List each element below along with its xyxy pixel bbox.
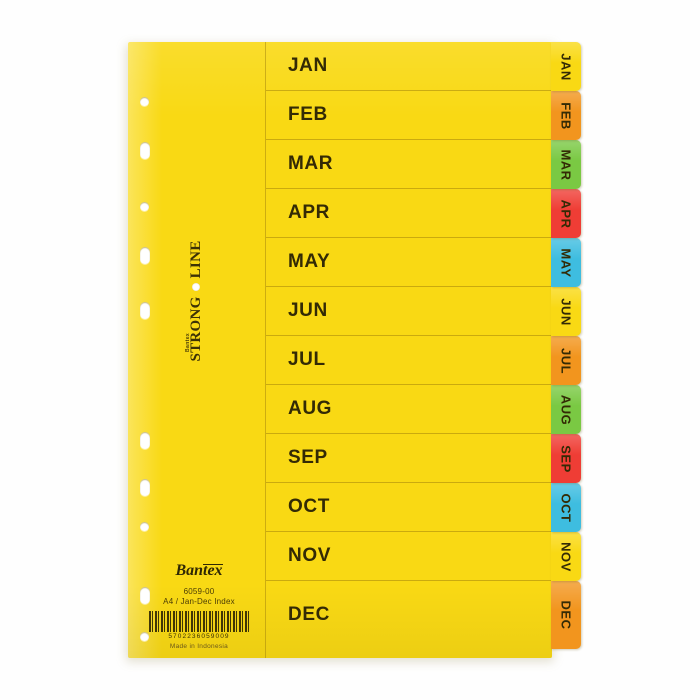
month-row-label: OCT [288, 496, 330, 517]
barcode-icon [149, 611, 249, 632]
punch-hole-slot [140, 247, 150, 264]
month-row[interactable]: SEP [266, 434, 552, 483]
punch-hole-slot [140, 142, 150, 159]
punch-hole-slot [140, 479, 150, 496]
month-row-label: FEB [288, 104, 328, 125]
month-row-label: MAR [288, 153, 334, 174]
month-tab-label: OCT [558, 493, 574, 522]
month-row[interactable]: AUG [266, 385, 552, 434]
binder-margin: Bantex STRONG LINE Bantex 6059-00 A4 / J… [128, 42, 265, 658]
strong-word: STRONG [187, 296, 204, 362]
color-tab-strip: JAN FEB MAR APR MAY JUN JUL AUG SEP OCT NOV DEC [551, 42, 591, 658]
month-row[interactable]: NOV [266, 532, 552, 581]
margin-fold-line [265, 42, 266, 658]
product-code: 6059-00 [183, 587, 215, 596]
month-tab[interactable]: JUN [551, 287, 581, 336]
month-row[interactable]: FEB [266, 91, 552, 140]
month-row-label: JUN [288, 300, 328, 321]
month-tab[interactable]: SEP [551, 434, 581, 483]
punch-hole-round [140, 97, 149, 106]
month-tab-label: JAN [558, 52, 574, 81]
bullet-dot-icon [192, 283, 200, 292]
country-of-origin: Made in Indonesia [169, 643, 229, 650]
bantex-logo-text: Bantex [175, 562, 223, 579]
month-tab-label: DEC [558, 600, 574, 630]
month-tab-label: SEP [558, 444, 574, 473]
index-divider-sheet: Bantex STRONG LINE Bantex 6059-00 A4 / J… [128, 42, 552, 658]
month-row-label: SEP [288, 447, 328, 468]
month-row-label: MAY [288, 251, 331, 272]
month-tab[interactable]: OCT [551, 483, 581, 532]
month-row-label: JAN [288, 55, 328, 76]
punch-hole-slot [140, 302, 150, 319]
month-tab-label: NOV [558, 541, 574, 572]
month-tab[interactable]: FEB [551, 91, 581, 140]
month-row-label: AUG [288, 398, 333, 419]
month-tab-label: MAR [558, 148, 574, 181]
punch-hole-round [140, 522, 149, 531]
month-row[interactable]: MAR [266, 140, 552, 189]
punch-hole-round [140, 202, 149, 211]
month-tab-label: JUN [558, 297, 574, 326]
month-tab[interactable]: AUG [551, 385, 581, 434]
month-tab-label: JUL [558, 347, 574, 374]
brand-mini-label: Bantex [185, 332, 191, 352]
month-tab[interactable]: MAR [551, 140, 581, 189]
strong-line-branding: Bantex STRONG LINE [182, 236, 210, 366]
punch-hole-round [140, 632, 149, 641]
month-row-label: DEC [288, 604, 330, 625]
bantex-logo: Bantex [175, 562, 223, 580]
month-row[interactable]: JUN [266, 287, 552, 336]
month-tab[interactable]: MAY [551, 238, 581, 287]
barcode-number: 5702236059009 [168, 633, 230, 640]
month-row[interactable]: JUL [266, 336, 552, 385]
product-description: A4 / Jan-Dec Index [163, 597, 235, 606]
line-word: LINE [187, 240, 204, 279]
month-tab[interactable]: JUL [551, 336, 581, 385]
month-row[interactable]: DEC [266, 581, 552, 649]
month-row[interactable]: OCT [266, 483, 552, 532]
bantex-logo-overbar [202, 564, 223, 566]
month-row-label: APR [288, 202, 330, 223]
month-tab-label: FEB [558, 101, 574, 130]
month-row[interactable]: JAN [266, 42, 552, 91]
month-row[interactable]: APR [266, 189, 552, 238]
punch-hole-slot [140, 432, 150, 449]
month-row-label: NOV [288, 545, 331, 566]
punch-hole-slot [140, 587, 150, 604]
month-row-label: JUL [288, 349, 326, 370]
month-tab[interactable]: APR [551, 189, 581, 238]
month-tab-label: APR [558, 199, 574, 228]
month-row-list: JAN FEB MAR APR MAY JUN JUL AUG SEP OCT NOV DEC [266, 42, 552, 658]
product-branding-block: Bantex 6059-00 A4 / Jan-Dec Index 570223… [140, 562, 258, 650]
month-tab[interactable]: DEC [551, 581, 581, 649]
month-row[interactable]: MAY [266, 238, 552, 287]
month-tab-label: AUG [558, 394, 574, 425]
month-tab-label: MAY [558, 247, 574, 278]
month-tab[interactable]: NOV [551, 532, 581, 581]
month-tab[interactable]: JAN [551, 42, 581, 91]
